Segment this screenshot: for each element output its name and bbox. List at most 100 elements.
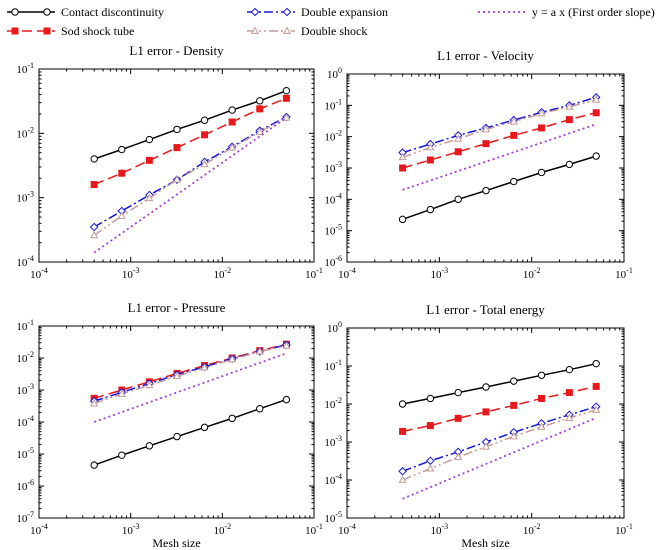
tick-label: 10-4 <box>338 266 356 281</box>
data-point <box>538 124 546 132</box>
tick-label: 10-3 <box>324 160 342 175</box>
chart-title: L1 error - Velocity <box>437 48 534 63</box>
series-line-sod <box>402 385 597 433</box>
tick-label: 10-5 <box>324 223 342 238</box>
chart-title: L1 error - Total energy <box>426 302 545 317</box>
data-point <box>565 102 574 110</box>
data-point <box>426 394 435 403</box>
tick-label: 100 <box>327 66 342 81</box>
chart-panel-4: 10-4 10-3 10-2 10-110-510-410-310-210-1100L… <box>324 302 633 550</box>
data-point <box>592 359 600 368</box>
series-shock <box>90 113 291 239</box>
data-point <box>200 363 209 371</box>
tick-label: 10-5 <box>16 446 34 461</box>
tick-label: 10-2 <box>324 129 342 144</box>
series-line-expansion <box>402 405 597 472</box>
tick-label: 10-4 <box>30 522 48 537</box>
series-line-contact <box>402 362 597 405</box>
tick-label: 10-1 <box>305 266 323 281</box>
legend-item-shock: Double shock <box>247 24 367 38</box>
data-point <box>228 414 236 423</box>
series-slope <box>93 116 287 254</box>
legend-item-slope: y = a x (First order slope) <box>478 5 655 19</box>
series-line-shock <box>93 117 287 236</box>
data-point <box>145 135 154 144</box>
tick-label: 10-4 <box>338 522 356 537</box>
data-point <box>282 94 290 102</box>
data-point <box>537 371 546 379</box>
data-point <box>255 347 264 355</box>
tick-label: 10-1 <box>16 61 34 76</box>
data-point <box>510 377 518 385</box>
data-point <box>565 116 573 124</box>
data-point <box>482 408 490 416</box>
data-point <box>426 464 435 472</box>
x-axis-label: Mesh size <box>152 536 200 550</box>
legend-label: y = a x (First order slope) <box>532 5 655 19</box>
legend-marker <box>11 8 19 16</box>
series-line-contact <box>93 89 287 160</box>
series-contact <box>398 152 600 224</box>
data-point <box>282 341 291 349</box>
series-line-expansion <box>93 116 287 228</box>
x-axis-label: Mesh size <box>461 536 509 550</box>
tick-label: 10-4 <box>16 414 34 429</box>
data-point <box>228 106 236 114</box>
chart-title: L1 error - Density <box>129 43 224 58</box>
series-contact <box>398 359 600 408</box>
legend-marker <box>43 27 51 35</box>
data-point <box>172 371 182 380</box>
legend-item-expansion: Double expansion <box>247 5 388 19</box>
data-point <box>454 134 463 142</box>
data-point <box>510 177 518 186</box>
legend-marker <box>43 8 51 16</box>
data-point <box>592 95 601 103</box>
data-point <box>537 109 546 117</box>
data-point <box>454 414 462 422</box>
plot-frame <box>346 327 625 519</box>
series-expansion <box>398 402 601 476</box>
tick-label: 10-3 <box>430 522 448 537</box>
series-contact <box>90 86 291 163</box>
tick-label: 10-4 <box>30 266 48 281</box>
series-line-slope <box>93 352 287 423</box>
chart-panel-1: 10-4 10-3 10-2 10-1 10-4 10-3 10-2 10-1 L1 error… <box>16 43 323 281</box>
legend-marker <box>282 7 292 17</box>
data-point <box>592 152 600 160</box>
tick-label: 10-4 <box>16 254 34 269</box>
data-point <box>228 143 237 151</box>
data-point <box>537 168 546 177</box>
data-point <box>256 97 264 105</box>
data-point <box>173 432 181 441</box>
data-point <box>90 155 98 163</box>
data-point <box>118 145 126 154</box>
data-point <box>565 160 574 169</box>
data-point <box>282 86 291 95</box>
data-point <box>173 125 181 134</box>
data-point <box>510 131 518 139</box>
chart-panel-2: 10-4 10-3 10-2 10-1 10-6 10-5 10-4 10-3 10-2 10-1… <box>324 48 633 281</box>
plot-frame <box>38 68 315 263</box>
tick-label: 10-2 <box>213 522 231 537</box>
data-point <box>509 432 518 440</box>
legend-label: Double shock <box>301 24 367 38</box>
data-point <box>565 389 573 397</box>
tick-label: 10-4 <box>324 472 342 487</box>
data-point <box>482 186 490 195</box>
chart-title: L1 error - Pressure <box>128 300 226 315</box>
data-point <box>282 113 291 121</box>
data-point <box>482 383 490 391</box>
data-point <box>398 475 407 483</box>
data-point <box>426 456 435 466</box>
series-line-shock <box>402 99 597 159</box>
data-point <box>592 405 601 413</box>
data-point <box>481 125 491 133</box>
legend-marker <box>282 26 292 34</box>
data-point <box>201 131 209 139</box>
series-shock <box>398 405 601 483</box>
series-shock <box>398 95 601 161</box>
data-point <box>454 452 463 461</box>
tick-label: 10-7 <box>16 510 34 525</box>
data-point <box>537 422 546 430</box>
tick-label: 10-2 <box>324 396 342 411</box>
